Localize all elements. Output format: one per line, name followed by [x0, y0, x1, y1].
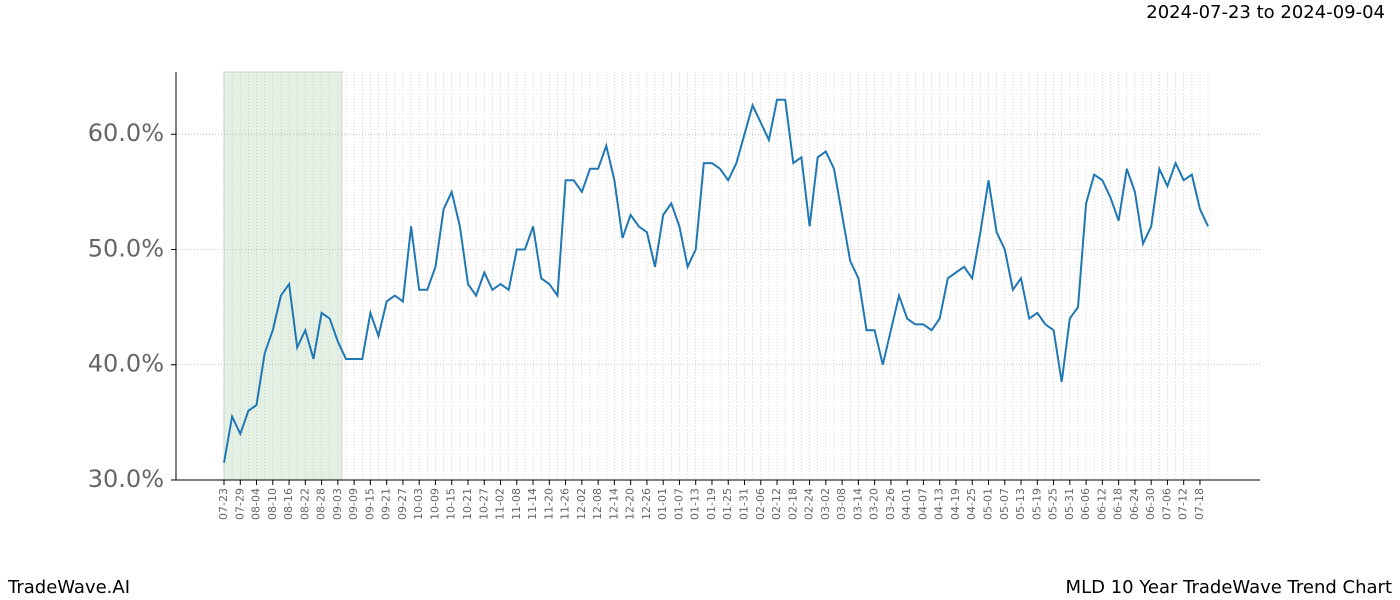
x-tick-label: 10-15 [445, 488, 458, 520]
x-tick-label: 06-06 [1079, 488, 1092, 520]
x-tick-label: 07-06 [1160, 488, 1173, 520]
x-tick-label: 10-03 [412, 488, 425, 520]
x-tick-label: 01-19 [705, 488, 718, 520]
x-tick-label: 03-14 [851, 488, 864, 520]
x-tick-label: 10-27 [477, 488, 490, 520]
x-tick-label: 03-08 [835, 488, 848, 520]
x-tick-label: 01-01 [656, 488, 669, 520]
x-tick-label: 09-27 [396, 488, 409, 520]
y-tick-label: 30.0% [88, 465, 164, 493]
x-tick-label: 04-25 [965, 488, 978, 520]
trend-line [223, 98, 1210, 463]
x-tick-label: 11-26 [559, 488, 572, 520]
x-tick-label: 09-09 [347, 488, 360, 520]
x-tick-label: 08-16 [282, 488, 295, 520]
x-tick-label: 09-03 [331, 488, 344, 520]
y-tick-label: 40.0% [88, 350, 164, 378]
x-tick-label: 03-02 [819, 488, 832, 520]
x-tick-label: 05-31 [1063, 488, 1076, 520]
x-tick-label: 08-10 [266, 488, 279, 520]
x-tick-label: 04-13 [933, 488, 946, 520]
x-tick-label: 02-18 [786, 488, 799, 520]
x-tick-label: 12-20 [624, 488, 637, 520]
x-tick-label: 12-08 [591, 488, 604, 520]
x-tick-label: 11-08 [510, 488, 523, 520]
brand: TradeWave.AI [7, 577, 130, 598]
x-tick-label: 03-20 [868, 488, 881, 520]
x-tick-label: 08-22 [298, 488, 311, 520]
x-tick-label: 06-30 [1144, 488, 1157, 520]
x-tick-label: 06-18 [1112, 488, 1125, 520]
x-tick-label: 07-18 [1193, 488, 1206, 520]
x-tick-label: 06-24 [1128, 488, 1141, 520]
x-tick-label: 01-25 [721, 488, 734, 520]
x-tick-label: 06-12 [1095, 488, 1108, 520]
x-tick-label: 04-19 [949, 488, 962, 520]
y-tick-label: 50.0% [88, 234, 164, 262]
x-tick-label: 02-06 [754, 488, 767, 520]
x-tick-label: 05-25 [1047, 488, 1060, 520]
x-tick-label: 02-24 [803, 488, 816, 520]
x-tick-label: 05-19 [1030, 488, 1043, 520]
x-tick-label: 11-02 [494, 488, 507, 520]
chart-title: MLD 10 Year TradeWave Trend Chart [1066, 577, 1392, 598]
x-tick-label: 05-01 [982, 488, 995, 520]
x-tick-label: 11-14 [526, 488, 539, 520]
x-tick-label: 07-29 [233, 488, 246, 520]
x-tick-label: 11-20 [542, 488, 555, 520]
x-tick-label: 02-12 [770, 488, 783, 520]
y-tick-label: 60.0% [88, 119, 164, 147]
x-tick-label: 07-12 [1177, 488, 1190, 520]
x-tick-label: 09-21 [380, 488, 393, 520]
x-tick-label: 01-13 [689, 488, 702, 520]
x-tick-label: 03-26 [884, 488, 897, 520]
x-tick-label: 04-01 [900, 488, 913, 520]
x-tick-label: 08-04 [250, 488, 263, 520]
x-tick-label: 01-07 [672, 488, 685, 520]
x-tick-label: 08-28 [315, 488, 328, 520]
x-tick-label: 10-21 [461, 488, 474, 520]
x-tick-label: 12-02 [575, 488, 588, 520]
x-tick-label: 12-14 [607, 488, 620, 520]
x-tick-label: 05-13 [1014, 488, 1027, 520]
highlight-band [223, 71, 343, 481]
x-tick-label: 05-07 [998, 488, 1011, 520]
x-tick-label: 04-07 [916, 488, 929, 520]
x-tick-label: 09-15 [363, 488, 376, 520]
date-range: 2024-07-23 to 2024-09-04 [1146, 2, 1385, 23]
x-tick-label: 07-23 [217, 488, 230, 520]
x-tick-label: 01-31 [738, 488, 751, 520]
x-tick-label: 10-09 [428, 488, 441, 520]
x-tick-label: 12-26 [640, 488, 653, 520]
